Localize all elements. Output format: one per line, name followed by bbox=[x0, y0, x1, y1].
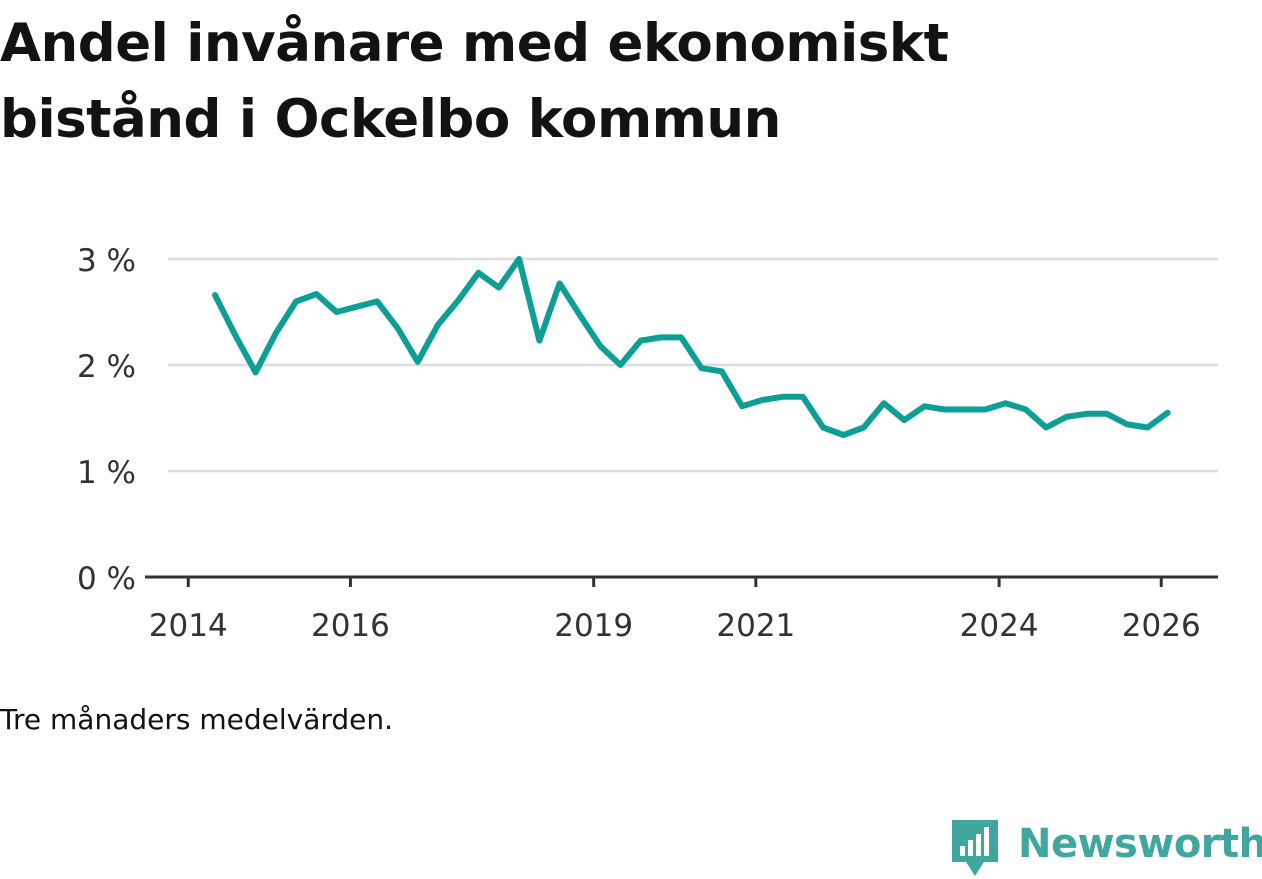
data-point[interactable] bbox=[496, 285, 502, 291]
data-point[interactable] bbox=[577, 312, 583, 318]
data-point[interactable] bbox=[638, 338, 644, 344]
data-point[interactable] bbox=[597, 343, 603, 349]
data-point[interactable] bbox=[1023, 407, 1029, 413]
data-point[interactable] bbox=[800, 394, 806, 400]
data-point[interactable] bbox=[759, 397, 765, 403]
data-point[interactable] bbox=[313, 291, 319, 297]
data-point[interactable] bbox=[962, 407, 968, 413]
x-tick-label: 2014 bbox=[149, 608, 228, 644]
y-tick-label: 3 % bbox=[77, 243, 136, 279]
x-axis bbox=[145, 575, 1218, 587]
data-point[interactable] bbox=[1003, 400, 1009, 406]
data-point[interactable] bbox=[739, 403, 745, 409]
x-tick-label: 2026 bbox=[1122, 608, 1201, 644]
data-point[interactable] bbox=[840, 432, 846, 438]
data-point[interactable] bbox=[557, 280, 563, 286]
data-point[interactable] bbox=[374, 298, 380, 304]
data-point[interactable] bbox=[1063, 414, 1069, 420]
y-tick-label: 0 % bbox=[77, 561, 136, 597]
data-point[interactable] bbox=[881, 400, 887, 406]
x-tick-label: 2024 bbox=[960, 608, 1039, 644]
data-point[interactable] bbox=[476, 270, 482, 276]
data-point[interactable] bbox=[293, 298, 299, 304]
x-tick-label: 2016 bbox=[311, 608, 390, 644]
data-point[interactable] bbox=[435, 322, 441, 328]
newsworthy-logo[interactable]: Newsworthy bbox=[950, 818, 1262, 878]
data-point[interactable] bbox=[253, 369, 259, 375]
chart-title: Andel invånare med ekonomiskt bistånd i … bbox=[0, 6, 1100, 158]
data-point[interactable] bbox=[982, 407, 988, 413]
data-point[interactable] bbox=[1124, 421, 1130, 427]
bar-chart-bubble-icon bbox=[952, 820, 998, 876]
data-point[interactable] bbox=[942, 407, 948, 413]
gridlines bbox=[168, 257, 1218, 473]
series-line bbox=[212, 256, 1171, 438]
data-point[interactable] bbox=[394, 325, 400, 331]
y-tick-label: 1 % bbox=[77, 455, 136, 491]
data-point[interactable] bbox=[354, 304, 360, 310]
data-point[interactable] bbox=[719, 368, 725, 374]
brand-name: Newsworthy bbox=[1018, 821, 1262, 867]
chart-title-line-2: bistånd i Ockelbo kommun bbox=[0, 89, 781, 150]
line-chart: 0 % 1 % 2 % 3 % 2014 2016 2019 2021 2024 2026 bbox=[77, 243, 1218, 644]
data-point[interactable] bbox=[1104, 411, 1110, 417]
data-point[interactable] bbox=[678, 334, 684, 340]
y-tick-label: 2 % bbox=[77, 349, 136, 385]
data-point[interactable] bbox=[232, 332, 238, 338]
data-point[interactable] bbox=[334, 309, 340, 315]
data-point[interactable] bbox=[921, 403, 927, 409]
x-axis-labels: 2014 2016 2019 2021 2024 2026 bbox=[149, 608, 1201, 644]
data-point[interactable] bbox=[455, 297, 461, 303]
x-tick-label: 2019 bbox=[554, 608, 633, 644]
data-point[interactable] bbox=[861, 425, 867, 431]
data-point[interactable] bbox=[658, 334, 664, 340]
data-point[interactable] bbox=[780, 394, 786, 400]
data-point[interactable] bbox=[1084, 411, 1090, 417]
data-point[interactable] bbox=[1165, 410, 1171, 416]
data-point[interactable] bbox=[212, 292, 218, 298]
y-axis-labels: 0 % 1 % 2 % 3 % bbox=[77, 243, 136, 597]
data-point[interactable] bbox=[1144, 425, 1150, 431]
data-point[interactable] bbox=[536, 338, 542, 344]
x-tick-label: 2021 bbox=[716, 608, 795, 644]
data-point[interactable] bbox=[617, 362, 623, 368]
data-point[interactable] bbox=[1043, 425, 1049, 431]
data-point[interactable] bbox=[273, 330, 279, 336]
data-point[interactable] bbox=[516, 256, 522, 262]
chart-title-line-1: Andel invånare med ekonomiskt bbox=[0, 13, 949, 74]
data-point[interactable] bbox=[415, 359, 421, 365]
data-point[interactable] bbox=[699, 365, 705, 371]
data-point[interactable] bbox=[901, 417, 907, 423]
data-point[interactable] bbox=[820, 425, 826, 431]
footnote: Tre månaders medelvärden. bbox=[0, 703, 394, 736]
series-group bbox=[212, 256, 1171, 438]
